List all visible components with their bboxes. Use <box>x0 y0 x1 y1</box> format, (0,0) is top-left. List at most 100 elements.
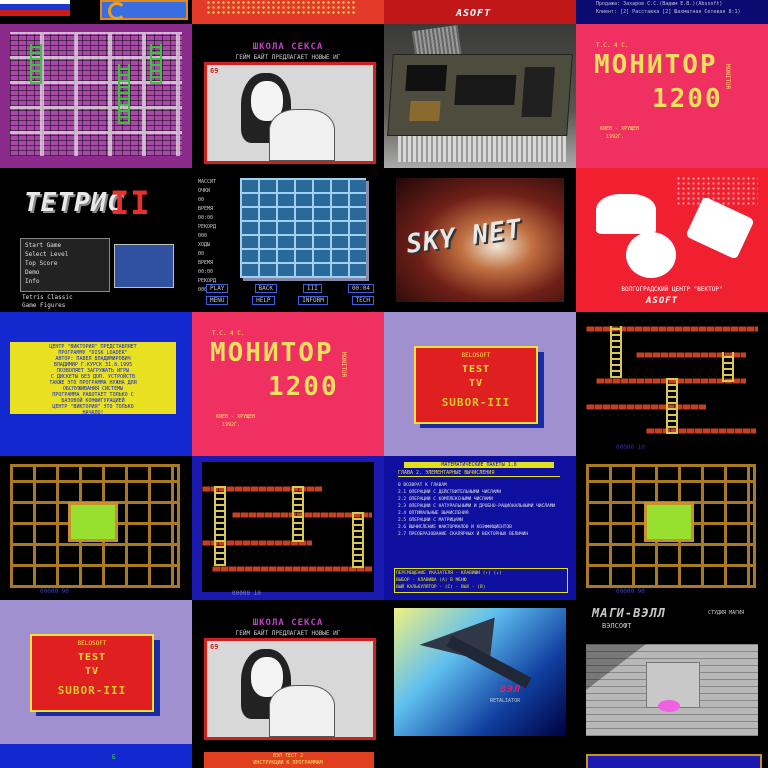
puzzle-buttons-row2: MENU HELP INFORM TECH <box>206 296 374 305</box>
school-corner-number: 69 <box>210 643 219 651</box>
school-game-thumbnail-2[interactable]: ШКОЛА СЕКСА ГЕЙМ БАЙТ ПРЕДЛАГАЕТ НОВЫЕ И… <box>192 600 384 744</box>
math-subtitle: ГЛАВА 2. ЭЛЕМЕНТАРНЫЕ ВЫЧИСЛЕНИЯ <box>398 470 560 477</box>
tetris-menu-item[interactable]: Demo <box>25 269 40 276</box>
test-tv-thumbnail[interactable]: BELOSOFT TEST TV SUBOR-III <box>384 312 576 456</box>
row0-text-cell[interactable]: Продажа: Захаров С.С.(Вадим Е.В.)(Abssof… <box>576 0 768 24</box>
magi-well-thumbnail[interactable]: МАГИ-ВЭЛЛ ВЭЛСОФТ СТУДИЯ МАГИЯ <box>576 600 768 744</box>
pink-orb <box>658 700 680 712</box>
math-item[interactable]: 2.7 ПРЕОБРАЗОВАНИЕ СКАЛЯРНЫХ И ВЕКТОРНЫХ… <box>398 532 529 537</box>
tetris-side-panel <box>114 244 174 288</box>
monitor-footer1: КИЕВ - ХРУЩЕВ <box>600 126 640 132</box>
school-game-thumbnail[interactable]: ШКОЛА СЕКСА ГЕЙМ БАЙТ ПРЕДЛАГАЕТ НОВЫЕ И… <box>192 24 384 168</box>
retaliator-thumbnail[interactable]: ВЭЛ RETALIATOR <box>384 600 576 744</box>
tetris-footer1: Tetris Classic <box>22 294 73 301</box>
row0-flag-cell[interactable] <box>0 0 192 24</box>
test-line1: TEST <box>461 364 491 375</box>
pcb-board <box>387 54 573 136</box>
maze-subtitle: ВЭЛСОФТ <box>602 622 632 630</box>
monitor-1200-thumbnail-2[interactable]: T.C. 4 C. МОНИТОР 1200 MONITOR КИЕВ - ХР… <box>192 312 384 456</box>
puzzle-button[interactable]: TECH <box>351 296 374 305</box>
victoria-text-box: ЦЕНТР "ВИКТОРИЯ" ПРЕДСТАВЛЯЕТ ПРОГРАММУ "… <box>10 342 176 416</box>
row6-cell-1[interactable]: Б <box>0 744 192 768</box>
puzzle-button[interactable]: PLAY <box>206 284 229 293</box>
puzzle-button[interactable]: HELP <box>252 296 275 305</box>
maze-level-thumbnail-2[interactable]: 00000 90 <box>576 456 768 600</box>
maze-title: МАГИ-ВЭЛЛ <box>592 606 667 620</box>
monitor-number: 1200 <box>268 372 339 402</box>
test-tv-thumbnail-2[interactable]: BELOSOFT TEST TV SUBOR-III <box>0 600 192 744</box>
test-line3: SUBOR-III <box>441 396 511 409</box>
test-header: BELOSOFT <box>77 640 107 647</box>
math-items: 0 ВОЗВРАТ К ГЛАВАМ 2.1 ОПЕРАЦИИ С ДЕЙСТВ… <box>398 482 560 538</box>
purple-maze-game-thumbnail[interactable] <box>0 24 192 168</box>
puzzle-button[interactable]: INFORM <box>298 296 328 305</box>
tetris-logo: ТЕТРИС <box>24 188 124 218</box>
math-package-thumbnail[interactable]: МАТЕМАТИЧЕСКИЕ ПАКЕТЫ 1.0 ГЛАВА 2. ЭЛЕМЕ… <box>384 456 576 600</box>
monitor-footer2: 1992Г. <box>606 134 625 140</box>
puzzle-side-labels: МАССИТ ОЧКИ 00 ВРЕМЯ 00:00 РЕКОРД 000 ХОДЫ 0… <box>198 179 217 293</box>
game-score: 00000 90 <box>40 588 69 595</box>
puzzle-grid-thumbnail[interactable]: МАССИТ ОЧКИ 00 ВРЕМЯ 00:00 РЕКОРД 000 ХОДЫ 0… <box>192 168 384 312</box>
math-item[interactable]: 2.1 ОПЕРАЦИИ С ДЕЙСТВИТЕЛЬНЫМИ ЧИСЛАМИ <box>398 490 501 495</box>
tetris-menu-item[interactable]: Start Game <box>25 242 62 249</box>
tetris-roman: II <box>110 184 151 222</box>
school-header: ШКОЛА СЕКСА <box>252 42 324 52</box>
portrait-body <box>269 109 335 161</box>
game-score: 00000 10 <box>616 444 645 451</box>
circuit-board-photo[interactable] <box>384 24 576 168</box>
test-line1: TEST <box>77 652 107 663</box>
row0-text-line1: Продажа: Захаров С.С.(Вадим Е.В.)(Abssof… <box>596 1 723 7</box>
row6-cell-3[interactable] <box>384 744 576 768</box>
puzzle-button[interactable]: 00:04 <box>347 284 374 293</box>
victoria-loader-thumbnail[interactable]: ЦЕНТР "ВИКТОРИЯ" ПРЕДСТАВЛЯЕТ ПРОГРАММУ "… <box>0 312 192 456</box>
maze-level-thumbnail[interactable]: 00000 90 <box>0 456 192 600</box>
math-item[interactable]: 2.6 ВЫЧИСЛЕНИЕ ФАКТОРИАЛОВ И КОЭФФИЦИЕНТ… <box>398 525 512 530</box>
math-item[interactable]: 2.2 ОПЕРАЦИИ С КОМПЛЕКСНЫМИ ЧИСЛАМИ <box>398 497 493 502</box>
maze-right-text: СТУДИЯ МАГИЯ <box>708 610 745 616</box>
vector-brand: ASOFT <box>646 296 679 306</box>
puzzle-button[interactable]: III <box>303 284 322 293</box>
row6-cell-4[interactable] <box>576 744 768 768</box>
ladder-game-thumbnail[interactable]: 00000 10 <box>576 312 768 456</box>
tetris-menu-item[interactable]: Select Level <box>25 251 69 258</box>
monitor-1200-thumbnail[interactable]: T.C. 4 C. МОНИТОР 1200 MONITOR КИЕВ - ХР… <box>576 24 768 168</box>
tetris-menu-item[interactable]: Top Score <box>25 260 58 267</box>
math-title: МАТЕМАТИЧЕСКИЕ ПАКЕТЫ 1.0 <box>404 462 554 468</box>
school-subtitle: ГЕЙМ БАЙТ ПРЕДЛАГАЕТ НОВЫЕ ИГ <box>235 630 341 637</box>
monitor-title: МОНИТОР <box>210 338 334 368</box>
row6-left-text: Б <box>112 754 116 761</box>
edge-connector <box>398 136 566 162</box>
row0-red-cell[interactable] <box>192 0 384 24</box>
skynet-thumbnail[interactable]: SKY NET <box>384 168 576 312</box>
absoft-logo: ASOFT <box>456 8 492 19</box>
puzzle-button[interactable]: BACK <box>254 284 277 293</box>
math-item[interactable]: 2.3 ОПЕРАЦИИ С НАТУРАЛЬНЫМИ И ДРОБНО-РАЦ… <box>398 504 556 509</box>
skynet-sky <box>396 178 564 302</box>
monitor-title: МОНИТОР <box>594 50 718 80</box>
school-image-frame: 69 <box>204 62 376 164</box>
test-tv-box: BELOSOFT TEST TV SUBOR-III <box>30 634 154 712</box>
math-item[interactable]: 2.5 ОПЕРАЦИИ С МАТРИЦАМИ <box>398 518 464 523</box>
math-item[interactable]: 2.4 ОПТИМАЛЬНЫЕ ВЫЧИСЛЕНИЯ <box>398 511 469 516</box>
monitor-side-text: MONITOR <box>340 352 347 378</box>
tetris-menu-item[interactable]: Info <box>25 278 40 285</box>
school-header: ШКОЛА СЕКСА <box>252 618 324 628</box>
math-item[interactable]: 0 ВОЗВРАТ К ГЛАВАМ <box>398 483 447 488</box>
school-corner-number: 69 <box>210 67 219 75</box>
vector-footer: ВОЛГОГРАДСКИЙ ЦЕНТР "ВЕКТОР" <box>621 286 723 293</box>
monitor-top-label: T.C. 4 C. <box>212 330 245 337</box>
puzzle-grid[interactable] <box>240 178 366 278</box>
ladder-game-thumbnail-2[interactable]: 00000 10 <box>192 456 384 600</box>
test-tv-box: BELOSOFT TEST TV SUBOR-III <box>414 346 538 424</box>
row0-absoft-cell[interactable]: ASOFT <box>384 0 576 24</box>
puzzle-buttons-row1: PLAY BACK III 00:04 <box>206 284 374 293</box>
portrait-body <box>269 685 335 737</box>
retaliator-sky <box>394 608 566 736</box>
puzzle-button[interactable]: MENU <box>206 296 229 305</box>
test-line2: TV <box>468 378 484 389</box>
vector-center-thumbnail[interactable]: ВОЛГОГРАДСКИЙ ЦЕНТР "ВЕКТОР" ASOFT <box>576 168 768 312</box>
tetris-2-thumbnail[interactable]: ТЕТРИС II Start Game Select Level Top Sc… <box>0 168 192 312</box>
row6-cell-2[interactable]: ВЭЛ ТЕСТ 2 ИНСТРУКЦИИ К ПРОГРАММАМ <box>192 744 384 768</box>
monitor-footer1: КИЕВ - ХРУЩЕВ <box>216 414 256 420</box>
monitor-number: 1200 <box>652 84 723 114</box>
